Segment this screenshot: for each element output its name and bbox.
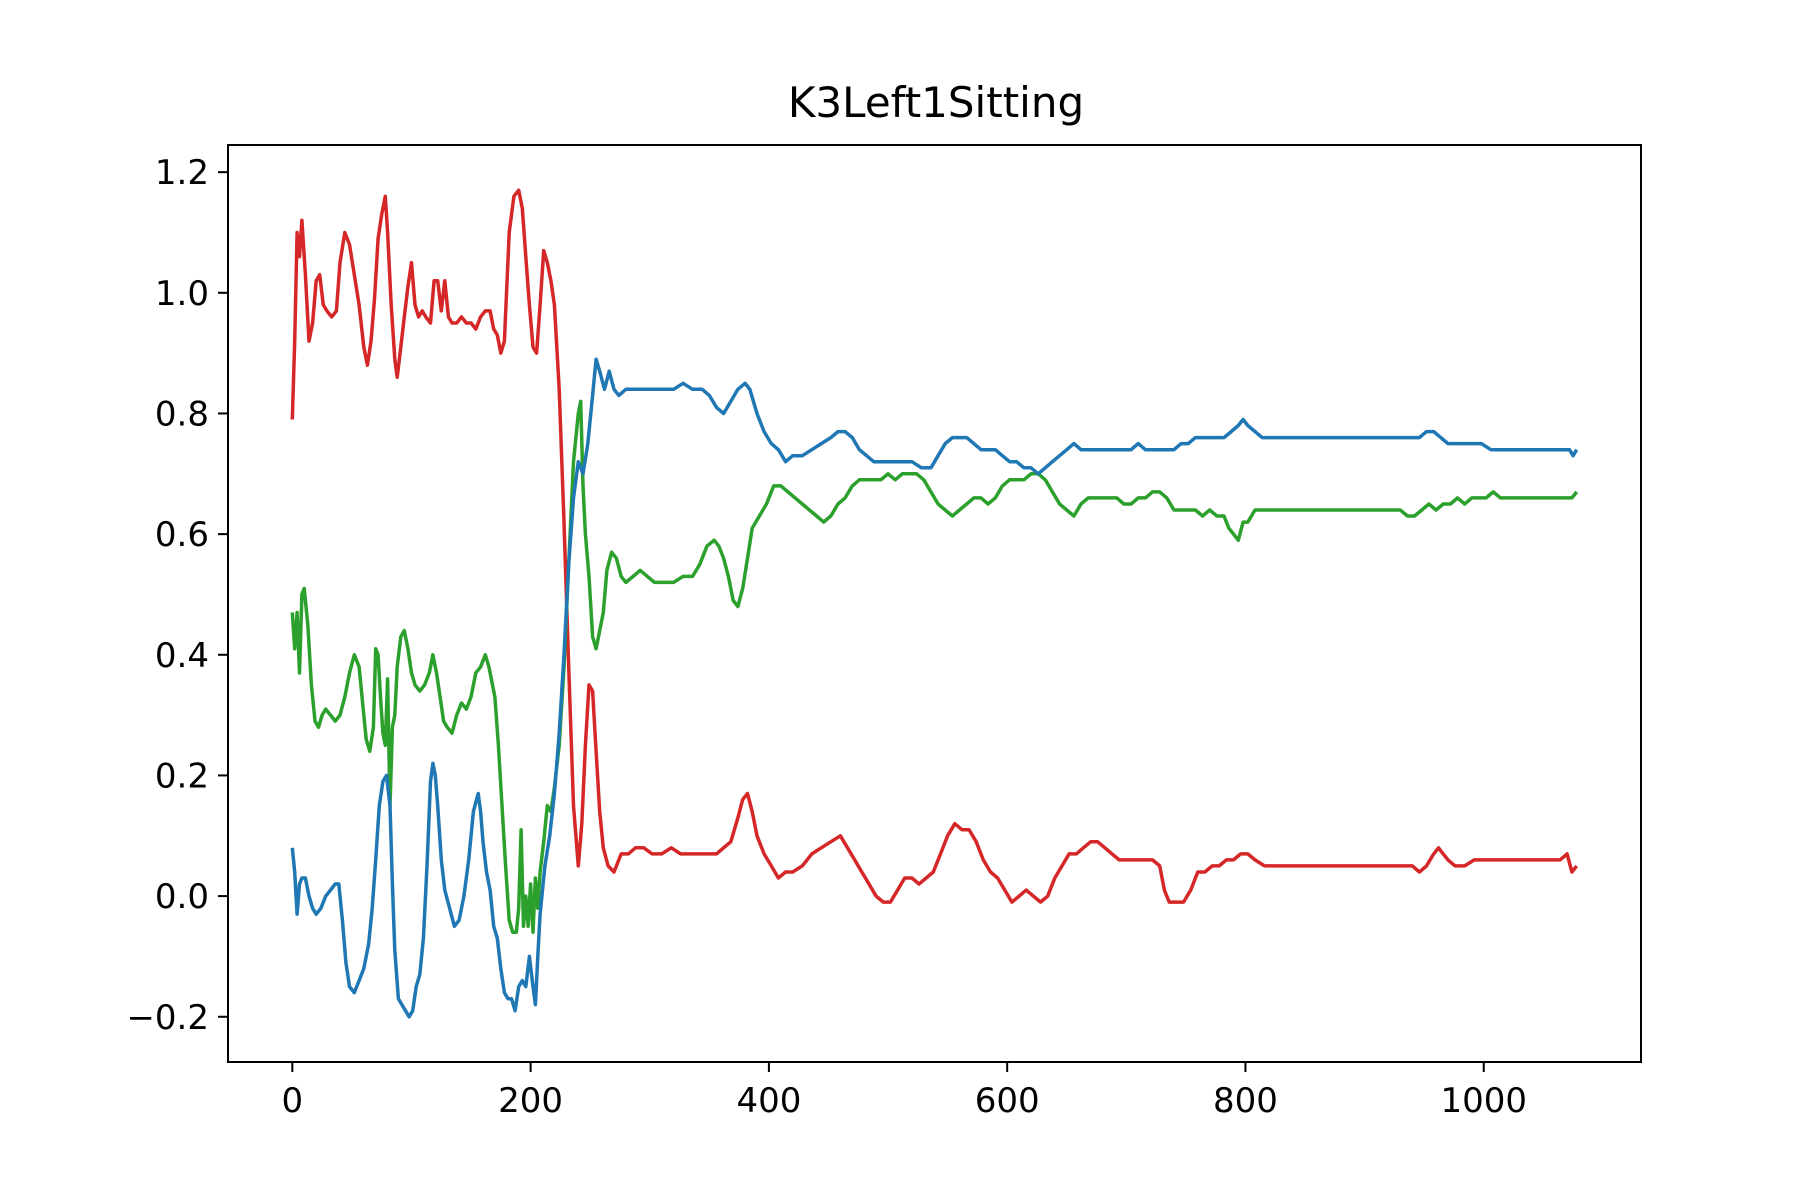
y-tick-label: 0.4 — [155, 636, 209, 676]
y-tick-label: 0.2 — [155, 756, 209, 796]
series-line-1 — [290, 399, 1579, 935]
y-axis: −0.2 0.0 0.2 0.4 0.6 0.8 1.0 1.2 — [126, 153, 228, 1038]
x-tick-label: 600 — [975, 1081, 1040, 1121]
x-tick-label: 800 — [1213, 1081, 1278, 1121]
series-line-0 — [290, 188, 1579, 904]
chart-title: K3Left1Sitting — [788, 78, 1084, 127]
x-tick-label: 1000 — [1440, 1081, 1527, 1121]
x-axis: 0 200 400 600 800 1000 — [282, 1062, 1527, 1121]
y-tick-label: 0.0 — [155, 877, 209, 917]
x-tick-label: 200 — [498, 1081, 563, 1121]
y-tick-label: 0.8 — [155, 394, 209, 434]
series-layer — [290, 188, 1579, 1019]
y-tick-label: 0.6 — [155, 515, 209, 555]
y-tick-label: 1.2 — [155, 153, 209, 193]
y-tick-label: −0.2 — [126, 998, 209, 1038]
series-line-2 — [290, 357, 1579, 1019]
y-tick-label: 1.0 — [155, 274, 209, 314]
x-tick-label: 400 — [736, 1081, 801, 1121]
x-tick-label: 0 — [282, 1081, 304, 1121]
plot-frame — [227, 144, 1642, 1063]
